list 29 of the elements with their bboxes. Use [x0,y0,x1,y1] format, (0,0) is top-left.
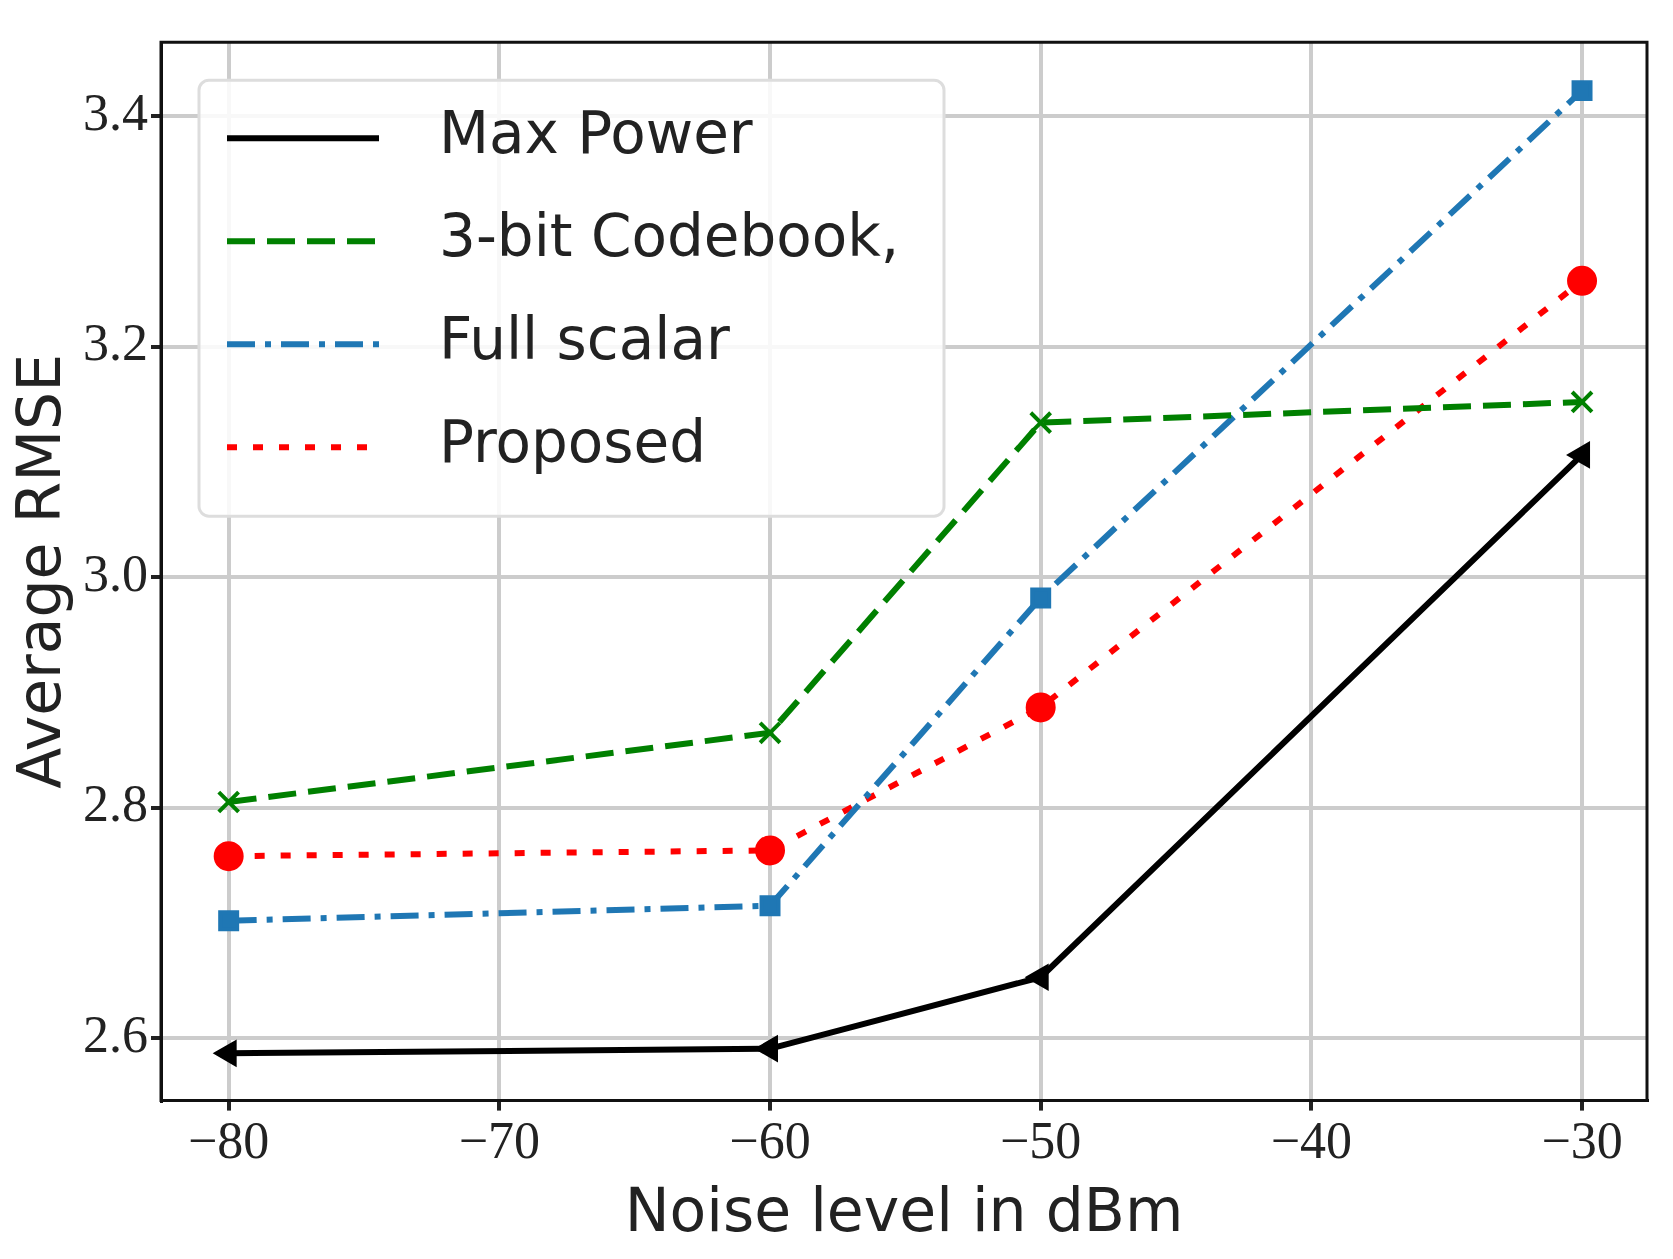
point [758,720,782,745]
point [1028,410,1053,435]
legend-label: 3-bit Codebook, [439,202,900,271]
x-tick-label: −70 [458,1112,541,1170]
legend-label: Max Power [439,99,753,168]
y-tick-label: 2.6 [83,1006,148,1063]
x-tick-label: −50 [1000,1112,1082,1170]
point [1570,390,1594,414]
point [1030,587,1052,609]
y-tick-label: 3.4 [83,83,148,141]
y-tick-label: 3.0 [83,544,148,602]
x-tick-label: −40 [1270,1112,1353,1170]
x-tick-label: −60 [729,1112,811,1170]
x-axis-title: Noise level in dBm [624,1174,1184,1245]
y-tick-label: 3.2 [83,314,148,372]
y-axis-title: Average RMSE [3,353,74,789]
point [755,835,786,866]
x-tick-label: −80 [188,1112,270,1170]
point [1567,265,1598,296]
legend-label: Proposed [439,408,707,477]
point [759,895,781,917]
point [216,790,241,814]
point [1025,692,1056,723]
point [213,841,244,872]
point [218,910,240,932]
legend-label: Full scalar [439,305,730,374]
y-tick-label: 2.8 [83,775,148,833]
x-tick-label: −30 [1541,1112,1623,1170]
point [1571,80,1593,102]
